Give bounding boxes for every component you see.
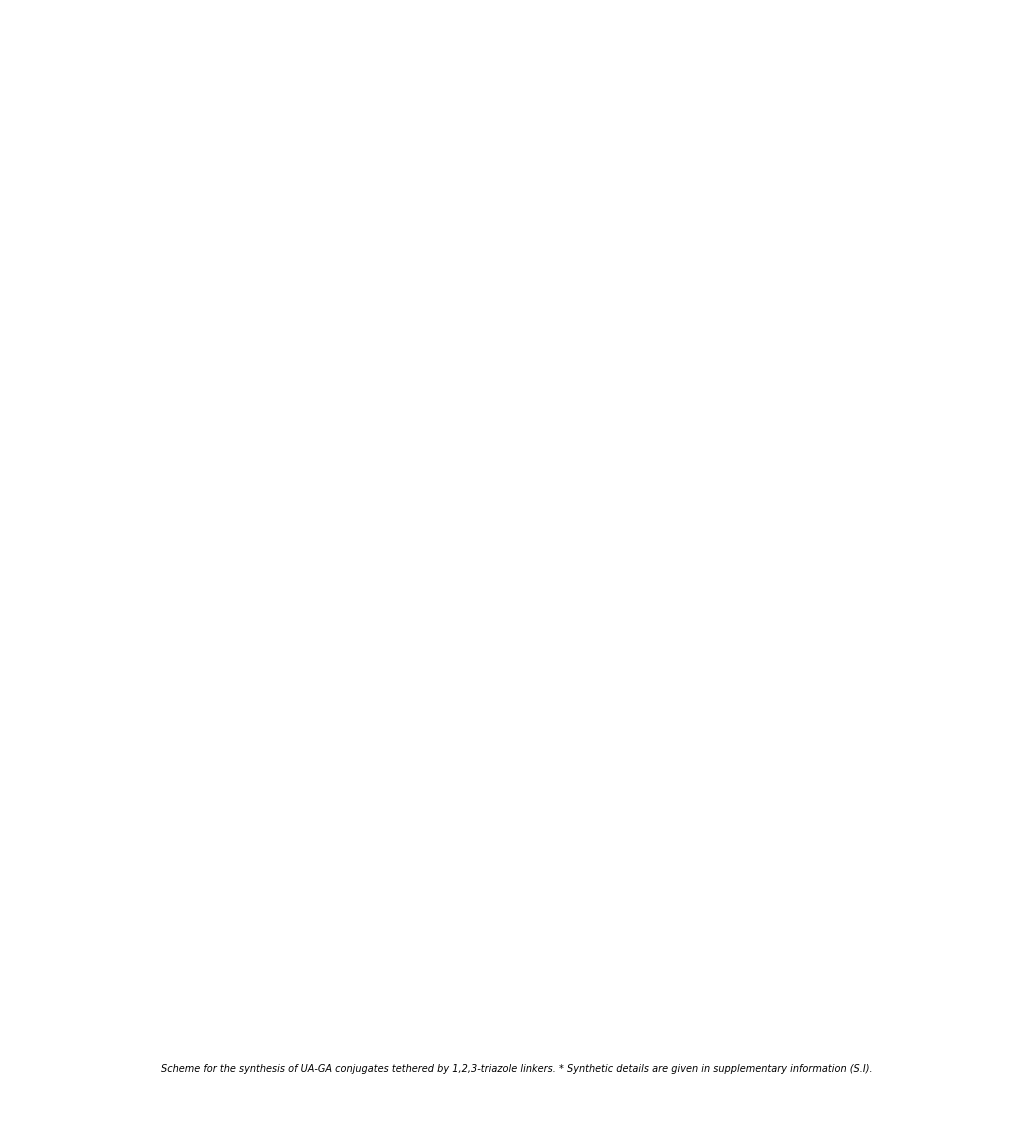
- Text: Scheme for the synthesis of UA-GA conjugates tethered by 1,2,3-triazole linkers.: Scheme for the synthesis of UA-GA conjug…: [161, 1064, 873, 1074]
